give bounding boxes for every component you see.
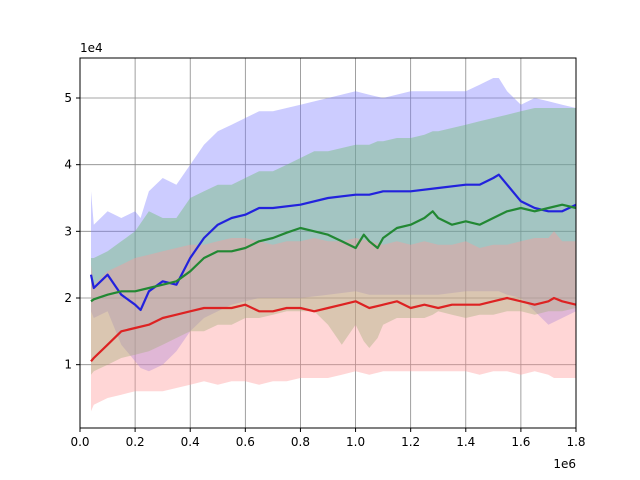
x-offset-label: 1e6 [553,457,576,471]
x-tick-label: 0.4 [181,435,200,449]
x-tick-label: 1.0 [346,435,365,449]
series-1-line [89,173,577,312]
series-3-line [90,296,577,363]
x-tick-label: 1.4 [456,435,475,449]
x-axis-ticks: 0.0 0.2 0.4 0.6 0.8 1.0 1.2 1.4 1.6 1.8 [70,428,586,449]
series-1-band [91,78,576,372]
x-tick-label: 0.0 [70,435,89,449]
x-tick-label: 0.2 [126,435,145,449]
plot-frame [79,57,577,429]
y-tick-label: 2 [64,291,72,305]
y-offset-label: 1e4 [80,41,103,55]
x-tick-label: 1.2 [401,435,420,449]
series-lines [89,173,577,363]
series-3-band [91,231,576,412]
y-axis-ticks: 1 2 3 4 5 [64,91,80,372]
y-tick-label: 4 [64,158,72,172]
x-tick-label: 1.8 [566,435,585,449]
y-tick-label: 1 [64,358,72,372]
y-tick-label: 3 [64,224,72,238]
series-2-line [90,203,577,303]
x-tick-label: 0.6 [236,435,255,449]
x-tick-label: 1.6 [511,435,530,449]
y-tick-label: 5 [64,91,72,105]
x-tick-label: 0.8 [291,435,310,449]
